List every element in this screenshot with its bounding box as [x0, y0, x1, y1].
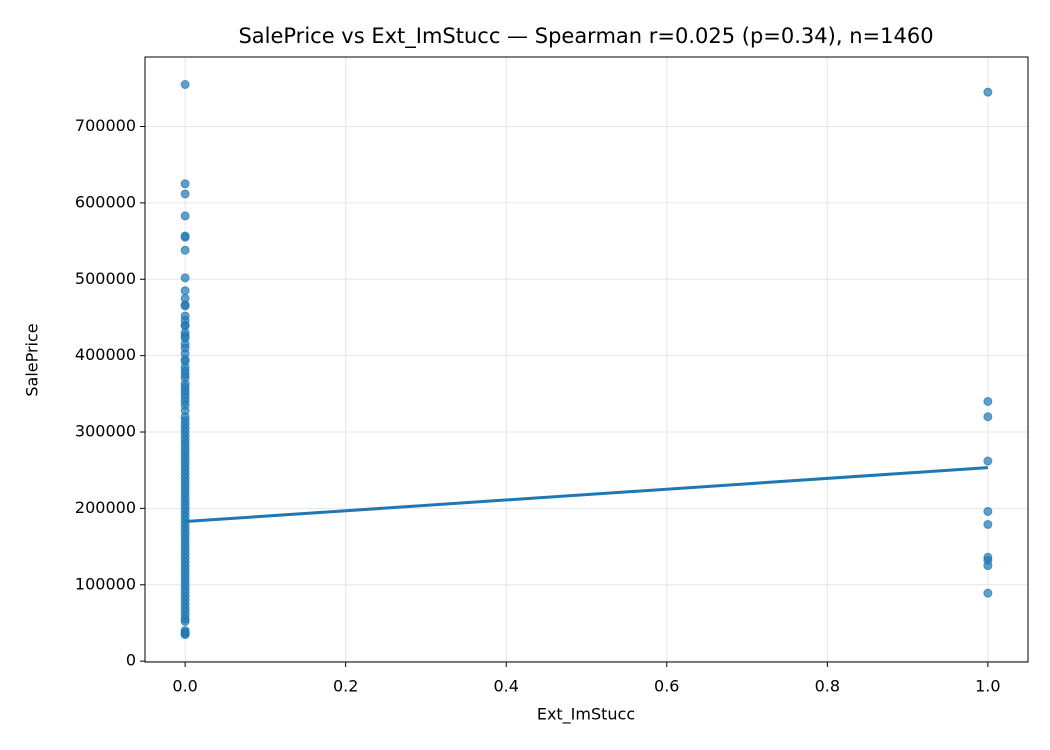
point [180, 630, 190, 640]
y-tick-label: 700000 [75, 116, 136, 135]
plot-marks [180, 79, 993, 640]
point [180, 301, 190, 311]
x-tick-label: 1.0 [975, 677, 1000, 696]
y-tick-label: 0 [126, 651, 136, 670]
y-tick-label: 600000 [75, 192, 136, 211]
point [180, 286, 190, 296]
point [983, 506, 993, 516]
grid [145, 57, 1028, 662]
y-tick-label: 400000 [75, 345, 136, 364]
plot-frame [144, 56, 1029, 663]
x-tick-label: 0.0 [172, 677, 197, 696]
point [983, 519, 993, 529]
point [180, 179, 190, 189]
point [180, 189, 190, 199]
y-axis-label: SalePrice [23, 323, 42, 396]
point [180, 245, 190, 255]
point [180, 79, 190, 89]
point [983, 412, 993, 422]
point [983, 561, 993, 571]
y-tick-label: 500000 [75, 269, 136, 288]
x-tick-label: 0.4 [494, 677, 519, 696]
point [983, 396, 993, 406]
chart-title: SalePrice vs Ext_ImStucc — Spearman r=0.… [238, 24, 933, 49]
point [983, 87, 993, 97]
fit-line [185, 466, 988, 524]
x-tick-label: 0.8 [815, 677, 840, 696]
point [180, 616, 190, 626]
y-tick-label: 100000 [75, 574, 136, 593]
point [180, 232, 190, 242]
point [180, 211, 190, 221]
ticks: 0.0 0.2 0.4 0.6 0.8 1.0 0 100000 200000 300000 400… [75, 116, 1001, 695]
x-axis-label: Ext_ImStucc [537, 705, 635, 725]
x-tick-label: 0.6 [654, 677, 679, 696]
point [983, 588, 993, 598]
y-tick-label: 200000 [75, 498, 136, 517]
x-tick-label: 0.2 [333, 677, 358, 696]
point [180, 273, 190, 283]
y-tick-label: 300000 [75, 422, 136, 441]
point [983, 456, 993, 466]
